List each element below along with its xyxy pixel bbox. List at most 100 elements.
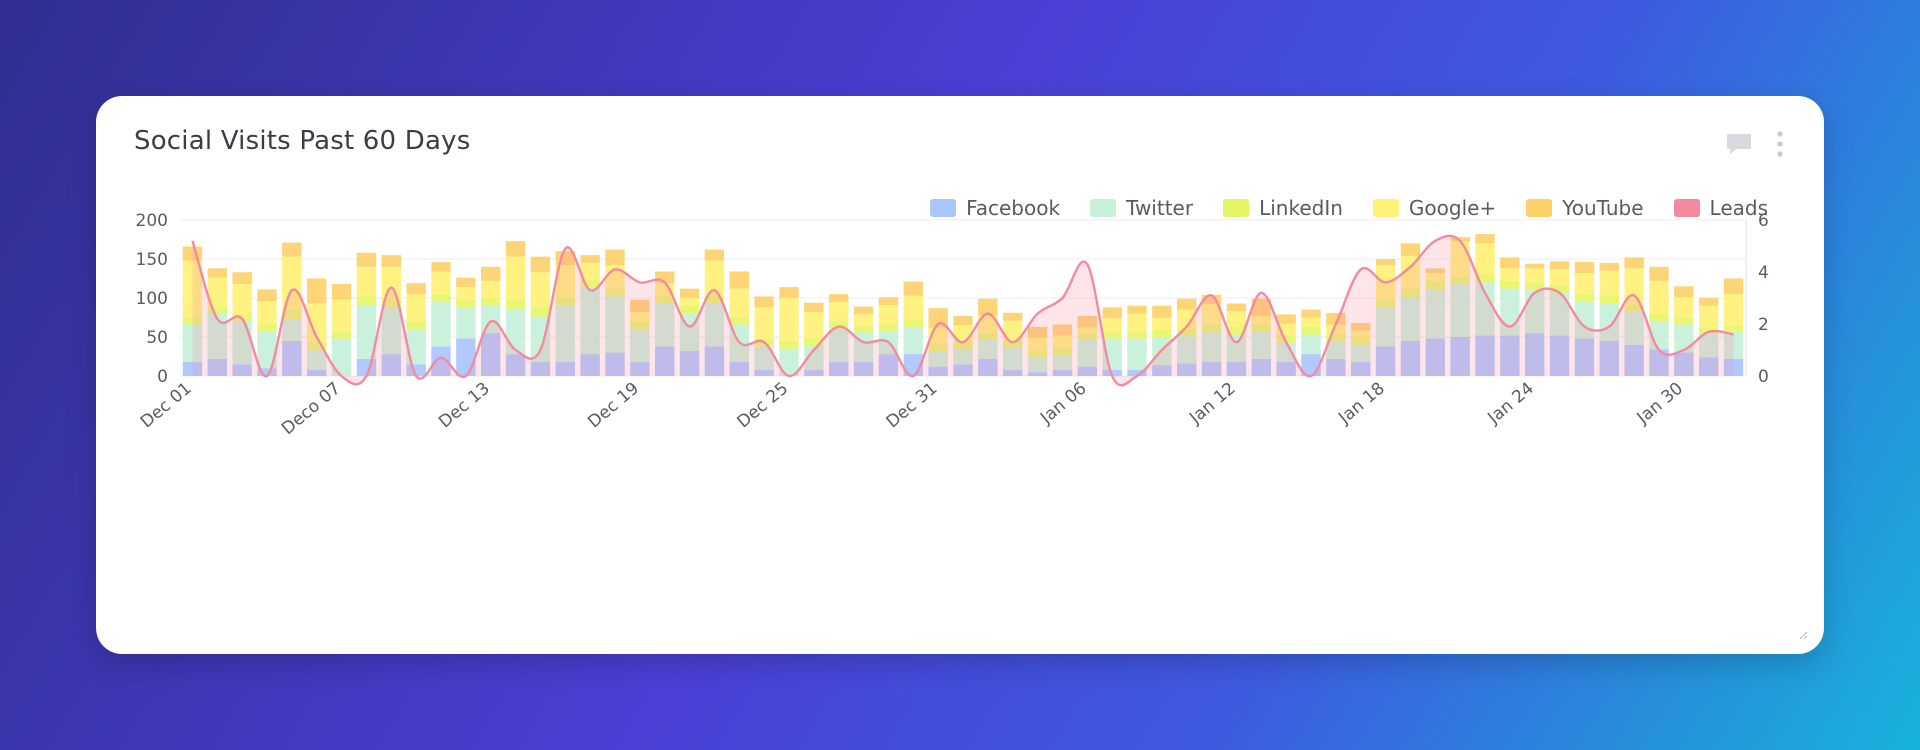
- legend-item-leads[interactable]: Leads: [1673, 196, 1768, 220]
- bar-twitter: [903, 326, 923, 355]
- bar-linkedin: [1723, 325, 1744, 332]
- legend-item-facebook[interactable]: Facebook: [930, 196, 1060, 220]
- bar-facebook: [1699, 357, 1719, 376]
- legend-item-youtube[interactable]: YouTube: [1526, 196, 1644, 220]
- bar-google: [1525, 268, 1545, 283]
- bar-facebook: [1500, 335, 1520, 376]
- bar-twitter: [1301, 334, 1321, 355]
- bar-linkedin: [1251, 323, 1271, 332]
- bar-youtube: [903, 281, 923, 296]
- x-tick-label: Dec 31: [883, 379, 942, 433]
- bar-youtube: [1251, 298, 1271, 316]
- bar-youtube: [1699, 298, 1719, 306]
- bar-youtube: [729, 271, 749, 289]
- bar-linkedin: [481, 298, 501, 306]
- bar-youtube: [505, 241, 526, 257]
- bar-youtube: [481, 266, 501, 281]
- bar-facebook: [381, 354, 401, 376]
- bar-twitter: [381, 307, 401, 355]
- y-tick-right-label: 0: [1758, 367, 1769, 387]
- bar-facebook: [1052, 369, 1073, 376]
- bar-linkedin: [1152, 329, 1172, 338]
- bar-twitter: [978, 339, 998, 359]
- bar-facebook: [704, 346, 725, 376]
- bar-google: [1326, 324, 1346, 334]
- bar-twitter: [1027, 358, 1048, 373]
- bar-linkedin: [1326, 333, 1346, 342]
- bar-youtube: [953, 315, 973, 326]
- bar-linkedin: [282, 309, 302, 320]
- bar-twitter: [356, 305, 377, 359]
- bar-linkedin: [1102, 332, 1122, 339]
- bar-facebook: [878, 354, 899, 376]
- kebab-menu-icon[interactable]: [1776, 130, 1784, 158]
- bar-linkedin: [406, 321, 426, 330]
- bar-linkedin: [1077, 333, 1097, 340]
- bar-linkedin: [1003, 340, 1023, 348]
- bar-google: [878, 305, 899, 325]
- bar-facebook: [1549, 335, 1570, 376]
- bar-linkedin: [655, 295, 675, 304]
- bar-google: [456, 287, 476, 300]
- bar-linkedin: [1649, 313, 1669, 322]
- bar-youtube: [1674, 286, 1694, 298]
- bar-youtube: [754, 296, 774, 308]
- bar-linkedin: [729, 316, 749, 325]
- bar-youtube: [1177, 298, 1197, 310]
- legend-item-twitter[interactable]: Twitter: [1090, 196, 1193, 220]
- bar-linkedin: [182, 316, 203, 325]
- bar-google: [630, 312, 650, 322]
- bar-facebook: [282, 340, 302, 376]
- bar-linkedin: [1226, 326, 1247, 335]
- x-tick-label: Jan 30: [1633, 379, 1687, 429]
- bar-facebook: [1599, 340, 1619, 376]
- legend-item-linkedin[interactable]: LinkedIn: [1223, 196, 1343, 220]
- bar-google: [679, 298, 700, 306]
- bar-google: [257, 301, 277, 325]
- bar-google: [1077, 327, 1097, 334]
- bar-facebook: [530, 361, 551, 376]
- legend-item-google[interactable]: Google+: [1372, 196, 1496, 220]
- bar-google: [1251, 315, 1271, 324]
- bar-linkedin: [1674, 316, 1694, 325]
- bar-twitter: [555, 305, 575, 362]
- bar-linkedin: [1624, 304, 1644, 313]
- bar-google: [829, 301, 849, 322]
- bar-google: [754, 307, 774, 339]
- bar-youtube: [1326, 312, 1346, 325]
- bar-twitter: [1624, 312, 1644, 345]
- bar-facebook: [1027, 372, 1048, 376]
- bar-linkedin: [903, 319, 923, 327]
- legend-label: Twitter: [1126, 196, 1194, 220]
- bar-twitter: [1525, 290, 1545, 334]
- bar-google: [655, 283, 675, 296]
- bar-youtube: [307, 278, 327, 304]
- bar-twitter: [580, 287, 600, 355]
- resize-handle-icon[interactable]: [1798, 630, 1808, 640]
- bar-youtube: [1052, 324, 1073, 336]
- y-tick-left-label: 200: [136, 211, 168, 231]
- legend-swatch: [1673, 199, 1700, 217]
- bar-twitter: [1450, 283, 1470, 337]
- bar-facebook: [1674, 352, 1694, 376]
- bar-linkedin: [331, 330, 352, 339]
- bar-twitter: [1226, 334, 1247, 362]
- comment-icon[interactable]: [1724, 131, 1754, 157]
- bar-youtube: [1599, 262, 1619, 271]
- bar-youtube: [1102, 307, 1122, 319]
- bar-youtube: [704, 249, 725, 261]
- bar-google: [406, 294, 426, 322]
- bar-google: [1599, 270, 1619, 296]
- bar-linkedin: [1127, 330, 1147, 339]
- bar-facebook: [1649, 349, 1669, 376]
- bar-facebook: [1276, 361, 1296, 376]
- bar-twitter: [928, 351, 948, 367]
- bar-facebook: [232, 364, 252, 376]
- bar-youtube: [331, 283, 352, 300]
- bar-linkedin: [704, 295, 725, 304]
- bar-youtube: [207, 268, 227, 278]
- bar-linkedin: [928, 343, 948, 352]
- bar-youtube: [1525, 263, 1545, 269]
- bar-youtube: [1624, 257, 1644, 269]
- bar-linkedin: [1599, 295, 1619, 304]
